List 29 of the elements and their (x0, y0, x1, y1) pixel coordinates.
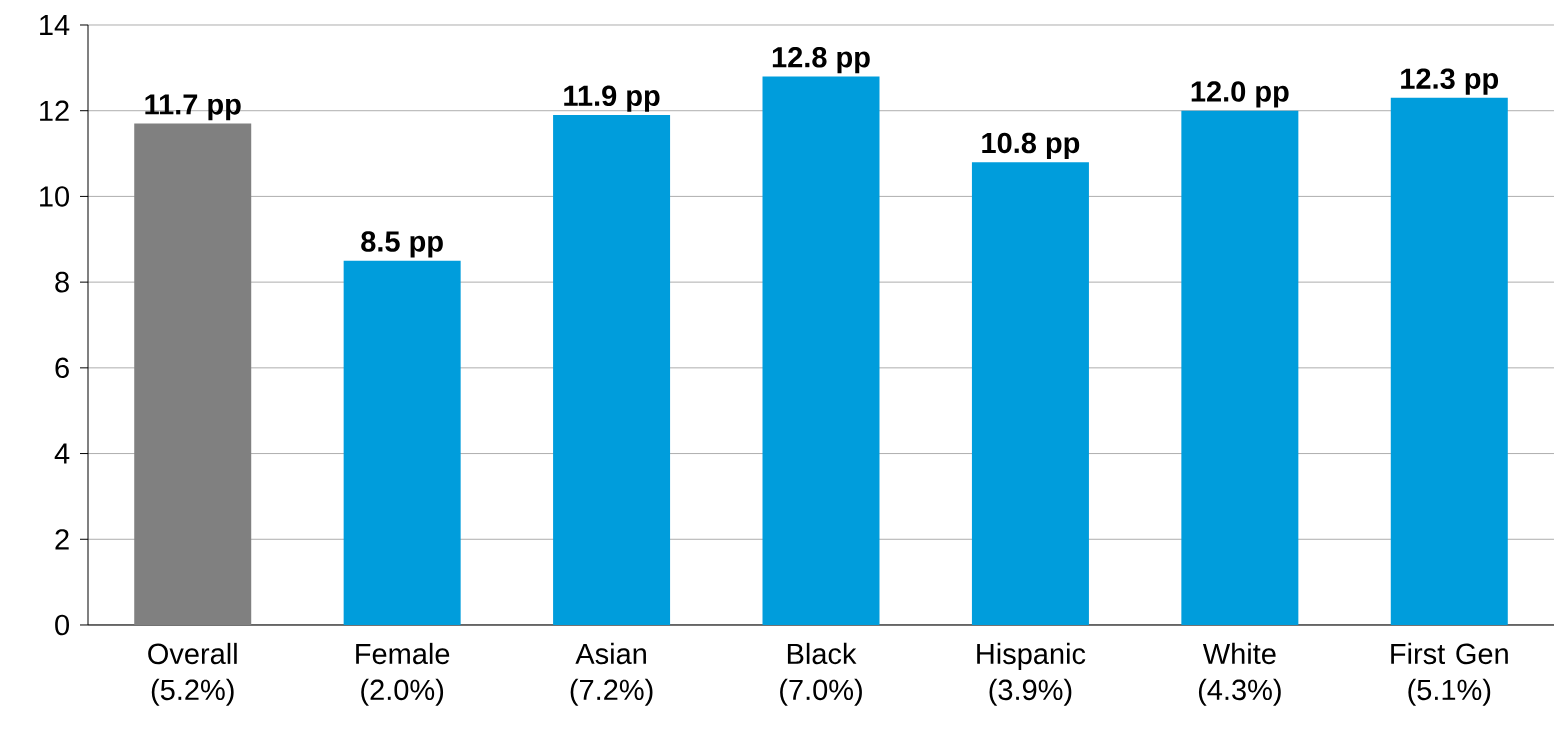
data-label: 10.8 pp (982, 132, 1080, 159)
x-tick-label: Asian (7.2%) (570, 642, 653, 706)
y-tick-label: 0 (55, 614, 70, 636)
y-tick-label: 2 (55, 529, 69, 550)
y-tick-label: 10 (40, 186, 70, 207)
bar (1181, 110, 1299, 625)
x-tick-label: First Gen (5.1%) (1391, 642, 1508, 706)
data-label: 8.5 pp (361, 231, 443, 258)
x-tick-label: White (4.3%) (1198, 642, 1281, 706)
data-label: 11.9 pp (564, 85, 660, 112)
bar (762, 76, 880, 625)
data-label: 12.0 pp (1191, 81, 1289, 108)
data-label: 12.8 pp (772, 46, 870, 74)
y-tick-label: 14 (40, 15, 70, 35)
y-tick-label: 6 (55, 357, 69, 379)
x-tick-label: Female (2.0%) (356, 642, 450, 706)
y-tick-label: 4 (54, 443, 70, 464)
bar (971, 162, 1089, 625)
x-tick-label: Black (7.0%) (780, 642, 862, 706)
y-tick-label: 12 (40, 100, 69, 121)
x-tick-label: Overall (5.2%) (148, 642, 237, 706)
data-label: 11.7 pp (145, 94, 241, 121)
x-tick-label: Hispanic (3.9%) (977, 642, 1086, 706)
bar (553, 114, 671, 625)
bar (343, 260, 461, 625)
bar (134, 123, 252, 625)
data-label: 12.3 pp (1401, 68, 1499, 95)
y-tick-label: 8 (55, 271, 69, 293)
bar (1390, 97, 1508, 625)
